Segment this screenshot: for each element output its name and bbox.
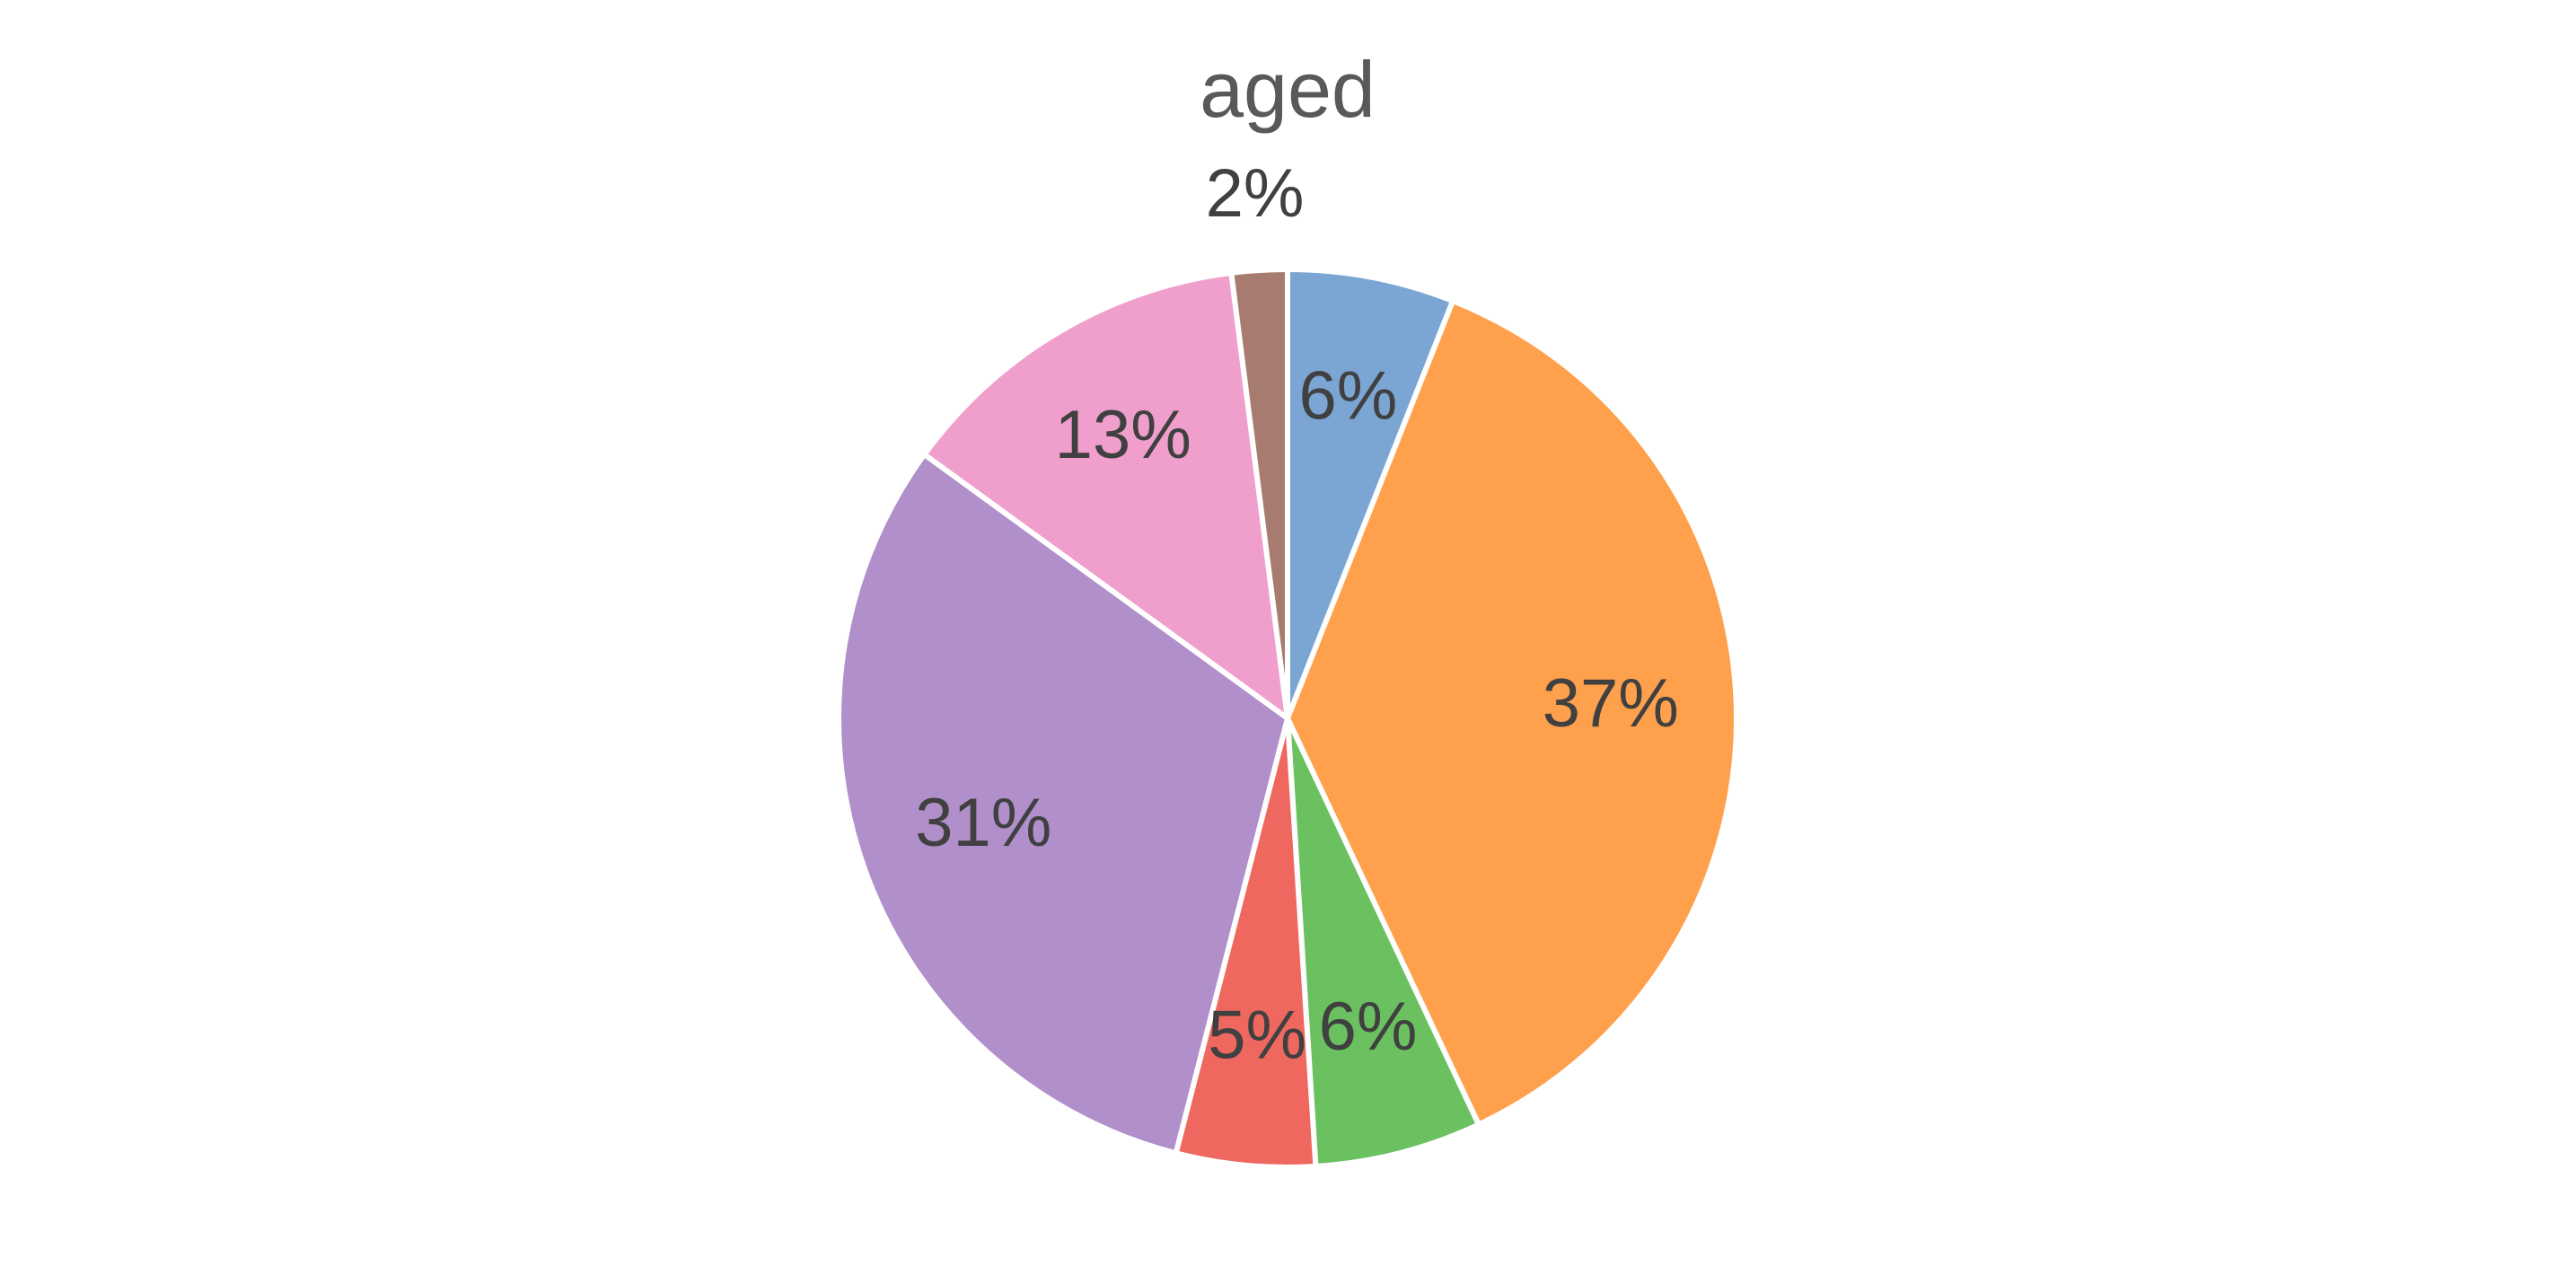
- slice-label: 2%: [1206, 155, 1305, 232]
- pie-slice: [1285, 267, 1456, 721]
- pie-slice: [1173, 716, 1319, 1170]
- slice-label: 13%: [1055, 397, 1191, 473]
- slice-label: 5%: [1208, 997, 1306, 1073]
- pie-slice: [836, 452, 1290, 1156]
- slice-label: 6%: [1299, 357, 1398, 434]
- pie-labels: 6%37%6%5%31%13%2%: [915, 155, 1679, 1073]
- pie-slice: [1228, 267, 1290, 721]
- chart-title: aged: [1200, 45, 1376, 134]
- pie-slice: [1285, 716, 1481, 1170]
- slice-label: 37%: [1543, 665, 1679, 742]
- pie-slice: [921, 269, 1290, 721]
- slice-label: 6%: [1319, 989, 1418, 1065]
- slice-label: 31%: [915, 785, 1051, 861]
- pie-slice: [1285, 298, 1739, 1128]
- pie-slices: [836, 267, 1739, 1170]
